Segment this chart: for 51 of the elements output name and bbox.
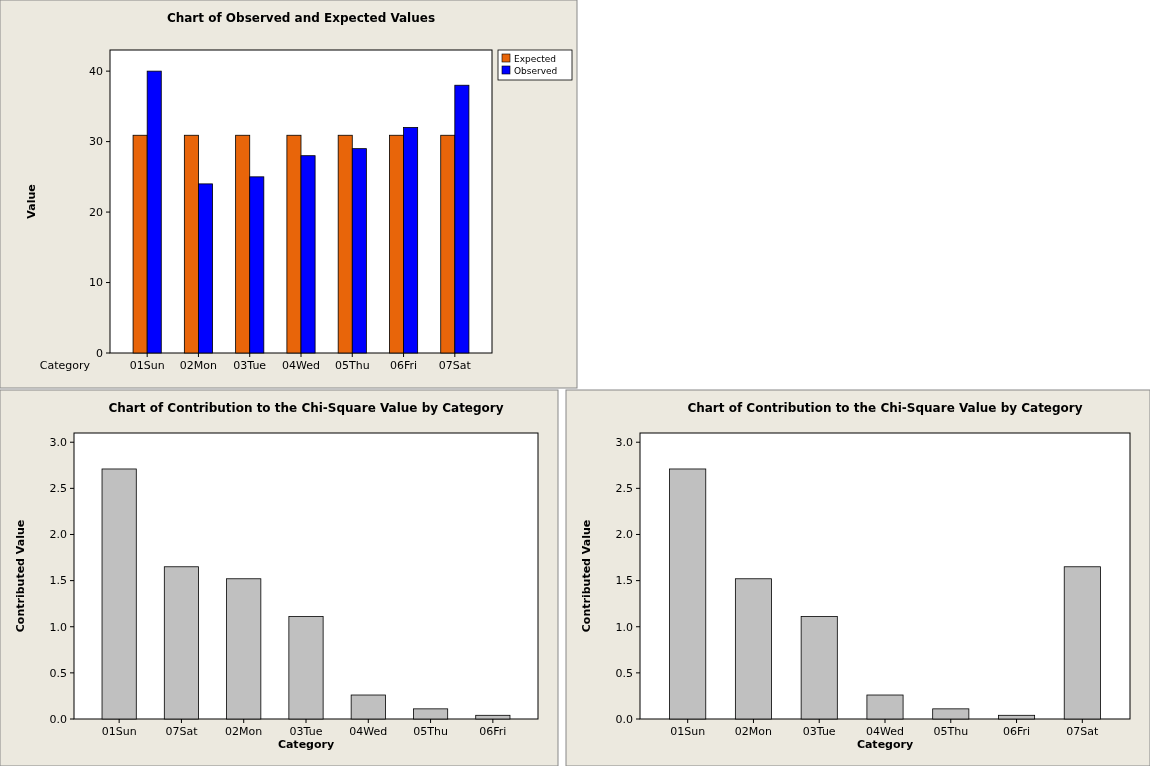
x-tick-label: 05Thu	[334, 359, 370, 372]
x-tick-label: 02Mon	[734, 725, 773, 738]
y-axis-title: Contributed Value	[580, 519, 593, 633]
y-axis-title: Contributed Value	[14, 519, 27, 633]
y-tick-label: 0.5	[49, 666, 67, 680]
x-tick-label: 02Mon	[179, 359, 218, 372]
x-axis-title: Category	[856, 738, 914, 751]
x-tick-label: 06Fri	[390, 359, 418, 372]
y-tick-label: 2.5	[615, 482, 633, 496]
x-tick-label: 06Fri	[1002, 725, 1031, 738]
y-tick-label: 0.0	[49, 712, 67, 726]
x-tick-label: 07Sat	[1066, 725, 1100, 738]
y-tick-label: 0	[96, 346, 103, 360]
y-tick-label: 2.0	[615, 528, 633, 542]
x-tick-label: 01Sun	[129, 359, 165, 372]
x-tick-label: 01Sun	[101, 725, 137, 738]
x-axis-title: Category	[39, 359, 91, 372]
y-tick-label: 20	[89, 205, 103, 219]
y-tick-label: 40	[89, 64, 103, 78]
x-tick-label: 05Thu	[933, 725, 969, 738]
y-tick-label: 2.0	[49, 528, 67, 542]
x-tick-label: 07Sat	[438, 359, 472, 372]
x-tick-label: 04Wed	[349, 725, 388, 738]
x-tick-label: 06Fri	[479, 725, 507, 738]
y-tick-label: 10	[89, 276, 103, 290]
x-tick-label: 01Sun	[670, 725, 706, 738]
y-tick-label: 3.0	[615, 436, 633, 450]
chart-title: Chart of Observed and Expected Values	[166, 11, 436, 25]
x-tick-label: 02Mon	[225, 725, 263, 738]
y-tick-label: 2.5	[49, 482, 67, 496]
y-tick-label: 1.0	[615, 620, 633, 634]
y-tick-label: 1.5	[49, 574, 67, 588]
x-axis-title: Category	[277, 738, 335, 751]
y-tick-label: 0.0	[615, 712, 633, 726]
y-axis-title: Value	[25, 184, 38, 219]
y-tick-label: 30	[89, 135, 103, 149]
chart-title: Chart of Contribution to the Chi-Square Value by Category	[687, 401, 1083, 415]
y-tick-label: 1.5	[615, 574, 633, 588]
x-tick-label: 03Tue	[802, 725, 836, 738]
x-tick-label: 03Tue	[233, 359, 267, 372]
x-tick-label: 07Sat	[165, 725, 199, 738]
x-tick-label: 05Thu	[413, 725, 448, 738]
y-tick-label: 1.0	[49, 620, 67, 634]
legend-label: Expected	[514, 53, 556, 64]
x-tick-label: 04Wed	[866, 725, 904, 738]
x-tick-label: 03Tue	[289, 725, 323, 738]
chart-title: Chart of Contribution to the Chi-Square Value by Category	[108, 401, 504, 415]
x-tick-label: 04Wed	[282, 359, 320, 372]
y-tick-label: 0.5	[615, 666, 633, 680]
y-tick-label: 3.0	[49, 436, 67, 450]
legend-label: Observed	[514, 65, 558, 76]
